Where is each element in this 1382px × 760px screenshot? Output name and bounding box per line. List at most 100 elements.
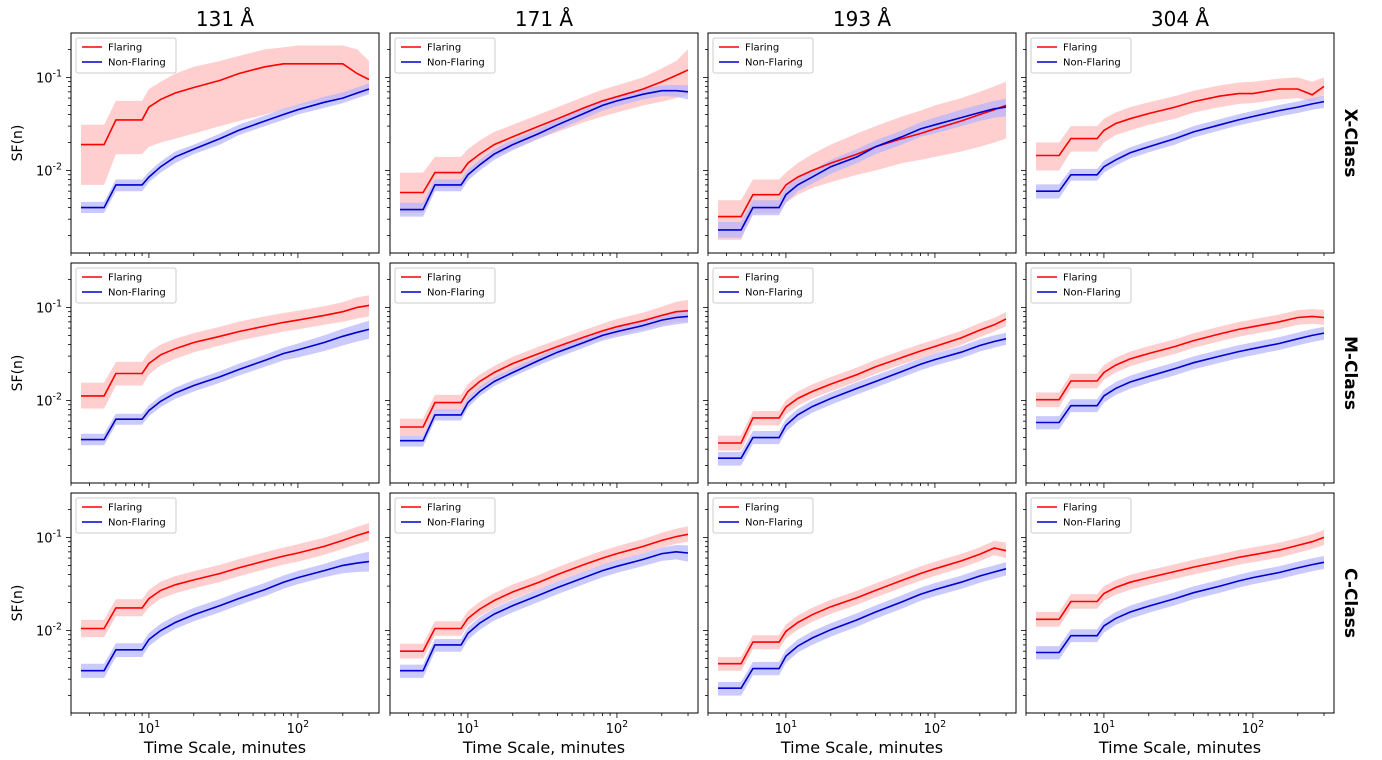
flaring-confidence-band <box>1036 309 1324 408</box>
non-flaring-series-line <box>718 338 1007 460</box>
plot-area <box>81 295 370 446</box>
flaring-confidence-band <box>81 45 369 185</box>
flaring-series-line <box>81 62 370 146</box>
legend-non-flaring-label: Non-Flaring <box>108 288 166 299</box>
x-axis-label: Time Scale, minutes <box>780 738 943 757</box>
x-tick-label: 102 <box>606 719 629 737</box>
column-title: 304 Å <box>1151 7 1210 31</box>
subplot-r2-c1: 10-2 10-1 Flaring Non-Flaring SF(n) <box>10 262 380 488</box>
legend: Flaring Non-Flaring <box>75 267 177 304</box>
flaring-series-line <box>400 533 689 653</box>
plot-area <box>1036 309 1325 430</box>
subplot-r1-c2: Flaring Non-Flaring 171 Å <box>385 7 699 258</box>
x-tick-label: 102 <box>287 719 310 737</box>
legend: Flaring Non-Flaring <box>1030 37 1132 74</box>
legend: Flaring Non-Flaring <box>712 497 814 534</box>
axes-frame <box>707 32 1017 254</box>
axes-frame <box>70 262 380 484</box>
legend-non-flaring-label: Non-Flaring <box>745 58 803 69</box>
axes-frame <box>1025 262 1335 484</box>
legend-flaring-label: Flaring <box>427 503 461 514</box>
non-flaring-confidence-band <box>1036 326 1324 430</box>
non-flaring-series-line <box>718 106 1007 231</box>
legend: Flaring Non-Flaring <box>394 267 496 304</box>
axes-frame <box>389 32 699 254</box>
legend-non-flaring-label: Non-Flaring <box>1063 288 1121 299</box>
non-flaring-confidence-band <box>81 551 369 678</box>
y-axis-label: SF(n) <box>10 585 26 622</box>
column-title: 193 Å <box>833 7 892 31</box>
plot-area <box>718 312 1007 466</box>
plot-area <box>81 523 370 678</box>
legend: Flaring Non-Flaring <box>712 37 814 74</box>
subplot-r2-c4: Flaring Non-Flaring M-Class <box>1021 262 1360 488</box>
y-tick-label: 10-1 <box>36 298 62 316</box>
non-flaring-confidence-band <box>400 85 688 217</box>
plot-area <box>1036 530 1325 660</box>
y-axis-label: SF(n) <box>10 355 26 392</box>
legend: Flaring Non-Flaring <box>712 267 814 304</box>
column-title: 171 Å <box>515 7 574 31</box>
axes-frame <box>1025 492 1335 714</box>
subplot-r3-c4: 101 102 Flaring Non-Flaring C-Class Time Scal… <box>1021 492 1360 757</box>
non-flaring-confidence-band <box>718 98 1006 238</box>
legend-flaring-label: Flaring <box>1063 273 1097 284</box>
legend-flaring-label: Flaring <box>745 503 779 514</box>
flaring-series-line <box>400 69 689 194</box>
row-title: X-Class <box>1340 109 1360 178</box>
legend-non-flaring-label: Non-Flaring <box>427 518 485 529</box>
legend-non-flaring-label: Non-Flaring <box>108 58 166 69</box>
column-title: 131 Å <box>196 7 255 31</box>
subplot-r2-c2: Flaring Non-Flaring <box>385 262 699 488</box>
x-tick-label: 101 <box>457 719 480 737</box>
subplot-r1-c1: 10-2 10-1 Flaring Non-Flaring 131 Å SF(n) <box>10 7 380 258</box>
x-axis-label: Time Scale, minutes <box>462 738 625 757</box>
legend-non-flaring-label: Non-Flaring <box>1063 518 1121 529</box>
flaring-confidence-band <box>400 526 688 659</box>
plot-area <box>1036 77 1325 199</box>
plot-area <box>400 526 689 678</box>
legend-flaring-label: Flaring <box>745 43 779 54</box>
legend-flaring-label: Flaring <box>108 273 142 284</box>
axes-frame <box>1025 32 1335 254</box>
flaring-series-line <box>1036 315 1325 401</box>
y-tick-label: 10-2 <box>36 392 62 410</box>
axes-frame <box>389 262 699 484</box>
non-flaring-confidence-band <box>81 320 369 446</box>
legend-flaring-label: Flaring <box>108 43 142 54</box>
y-tick-label: 10-2 <box>36 162 62 180</box>
y-tick-label: 10-1 <box>36 68 62 86</box>
flaring-series-line <box>1036 85 1325 157</box>
subplot-r1-c3: Flaring Non-Flaring 193 Å <box>703 7 1017 258</box>
x-tick-label: 102 <box>1242 719 1265 737</box>
legend-non-flaring-label: Non-Flaring <box>427 288 485 299</box>
non-flaring-confidence-band <box>400 545 688 678</box>
legend-non-flaring-label: Non-Flaring <box>745 288 803 299</box>
x-tick-label: 101 <box>1093 719 1116 737</box>
y-tick-label: 10-1 <box>36 528 62 546</box>
legend-non-flaring-label: Non-Flaring <box>745 518 803 529</box>
flaring-confidence-band <box>1036 77 1324 171</box>
legend-flaring-label: Flaring <box>1063 43 1097 54</box>
legend-flaring-label: Flaring <box>108 503 142 514</box>
subplot-r3-c1: 101 102 10-2 10-1 Flaring Non-Flaring SF(n) Tim… <box>10 492 380 757</box>
legend-flaring-label: Flaring <box>427 273 461 284</box>
plot-area <box>718 81 1007 240</box>
flaring-series-line <box>400 310 689 428</box>
legend: Flaring Non-Flaring <box>75 497 177 534</box>
flaring-series-line <box>718 318 1007 444</box>
plot-area <box>400 300 689 447</box>
non-flaring-confidence-band <box>1036 95 1324 199</box>
legend: Flaring Non-Flaring <box>1030 267 1132 304</box>
subplot-r3-c2: 101 102 Flaring Non-Flaring Time Scale, minu… <box>385 492 699 757</box>
plot-area <box>718 540 1007 696</box>
flaring-series-line <box>718 104 1007 218</box>
flaring-confidence-band <box>81 523 369 638</box>
subplot-r3-c3: 101 102 Flaring Non-Flaring Time Scale, minu… <box>703 492 1017 757</box>
legend: Flaring Non-Flaring <box>1030 497 1132 534</box>
flaring-confidence-band <box>81 295 369 409</box>
axes-frame <box>70 32 380 254</box>
legend: Flaring Non-Flaring <box>394 37 496 74</box>
non-flaring-confidence-band <box>718 562 1006 696</box>
x-tick-label: 102 <box>924 719 947 737</box>
